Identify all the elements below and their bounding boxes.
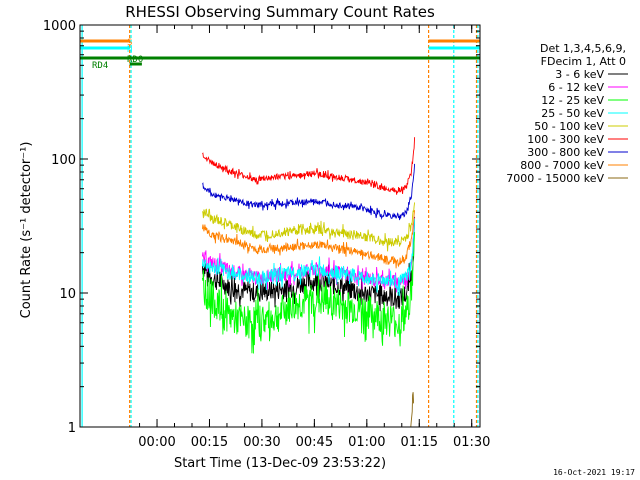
- x-tick-label: 00:00: [138, 435, 175, 450]
- legend-entry: 6 - 12 keV: [548, 81, 604, 94]
- y-tick-label: 10: [59, 287, 76, 302]
- legend-entry: 25 - 50 keV: [541, 107, 604, 120]
- legend-entry: 12 - 25 keV: [541, 94, 604, 107]
- legend-entry: 50 - 100 keV: [534, 120, 604, 133]
- series-line: [201, 202, 416, 252]
- x-axis-label: Start Time (13-Dec-09 23:53:22): [174, 456, 386, 471]
- legend-entry: 800 - 7000 keV: [520, 159, 604, 172]
- legend-header: FDecim 1, Att 0: [541, 55, 626, 68]
- series-line: [201, 218, 416, 296]
- x-tick-label: 00:15: [191, 435, 228, 450]
- state-label: N: [127, 45, 132, 55]
- series-line: [201, 231, 416, 354]
- x-tick-label: 00:45: [296, 435, 333, 450]
- legend-entry: 300 - 800 keV: [527, 146, 604, 159]
- x-tick-label: 01:30: [453, 435, 490, 450]
- legend-header: Det 1,3,4,5,6,9,: [540, 42, 626, 55]
- chart-title: RHESSI Observing Summary Count Rates: [125, 3, 435, 21]
- series-line: [201, 216, 416, 312]
- y-tick-label: 1000: [43, 19, 76, 34]
- x-tick-label: 01:15: [401, 435, 438, 450]
- series-line: [202, 163, 416, 221]
- y-tick-label: 1: [68, 421, 76, 436]
- x-tick-label: 01:00: [348, 435, 385, 450]
- legend-entry: 7000 - 15000 keV: [506, 172, 604, 185]
- footer-timestamp: 16-Oct-2021 19:17: [553, 468, 635, 477]
- state-label: S: [127, 38, 132, 48]
- legend-entry: 3 - 6 keV: [555, 68, 604, 81]
- y-axis-label: Count Rate (s⁻¹ detector⁻¹): [19, 142, 34, 319]
- y-tick-label: 100: [51, 153, 76, 168]
- legend-entry: 100 - 300 keV: [527, 133, 604, 146]
- plot-frame: [79, 24, 481, 428]
- x-tick-label: 00:30: [243, 435, 280, 450]
- state-label: RD0: [127, 55, 143, 65]
- series-line: [201, 210, 416, 269]
- series-line: [202, 137, 416, 195]
- series-line: [410, 392, 415, 428]
- state-label: RD4: [92, 61, 108, 71]
